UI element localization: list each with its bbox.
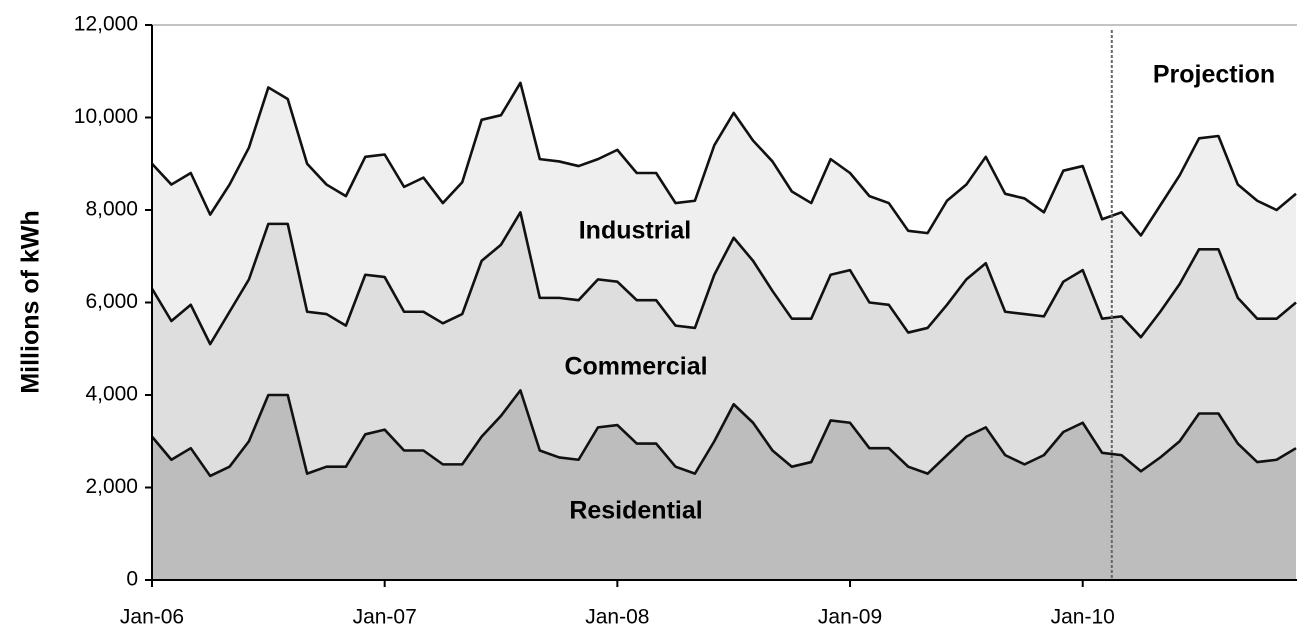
y-tick-label: 6,000 xyxy=(85,290,138,313)
y-tick-label: 12,000 xyxy=(74,13,138,36)
series-label: Commercial xyxy=(564,353,707,381)
series-line xyxy=(151,389,1297,478)
y-tick-label: 8,000 xyxy=(85,198,138,221)
x-tick-label: Jan-07 xyxy=(353,606,417,629)
y-tick-label: 10,000 xyxy=(74,105,138,128)
area xyxy=(152,390,1296,580)
projection-label: Projection xyxy=(1153,61,1275,89)
y-tick-label: 4,000 xyxy=(85,383,138,406)
x-tick-label: Jan-10 xyxy=(1051,606,1115,629)
x-tick-label: Jan-08 xyxy=(585,606,649,629)
area xyxy=(152,82,1296,345)
series-line xyxy=(151,81,1297,237)
y-tick-label: 0 xyxy=(126,568,138,591)
series-line xyxy=(150,211,1297,346)
series-label: Industrial xyxy=(579,217,692,245)
series-label: Residential xyxy=(569,497,702,525)
y-tick-label: 2,000 xyxy=(85,475,138,498)
area xyxy=(152,212,1296,476)
x-tick-label: Jan-09 xyxy=(818,606,882,629)
y-axis-label: Millions of kWh xyxy=(17,210,45,393)
x-tick-label: Jan-06 xyxy=(120,606,184,629)
